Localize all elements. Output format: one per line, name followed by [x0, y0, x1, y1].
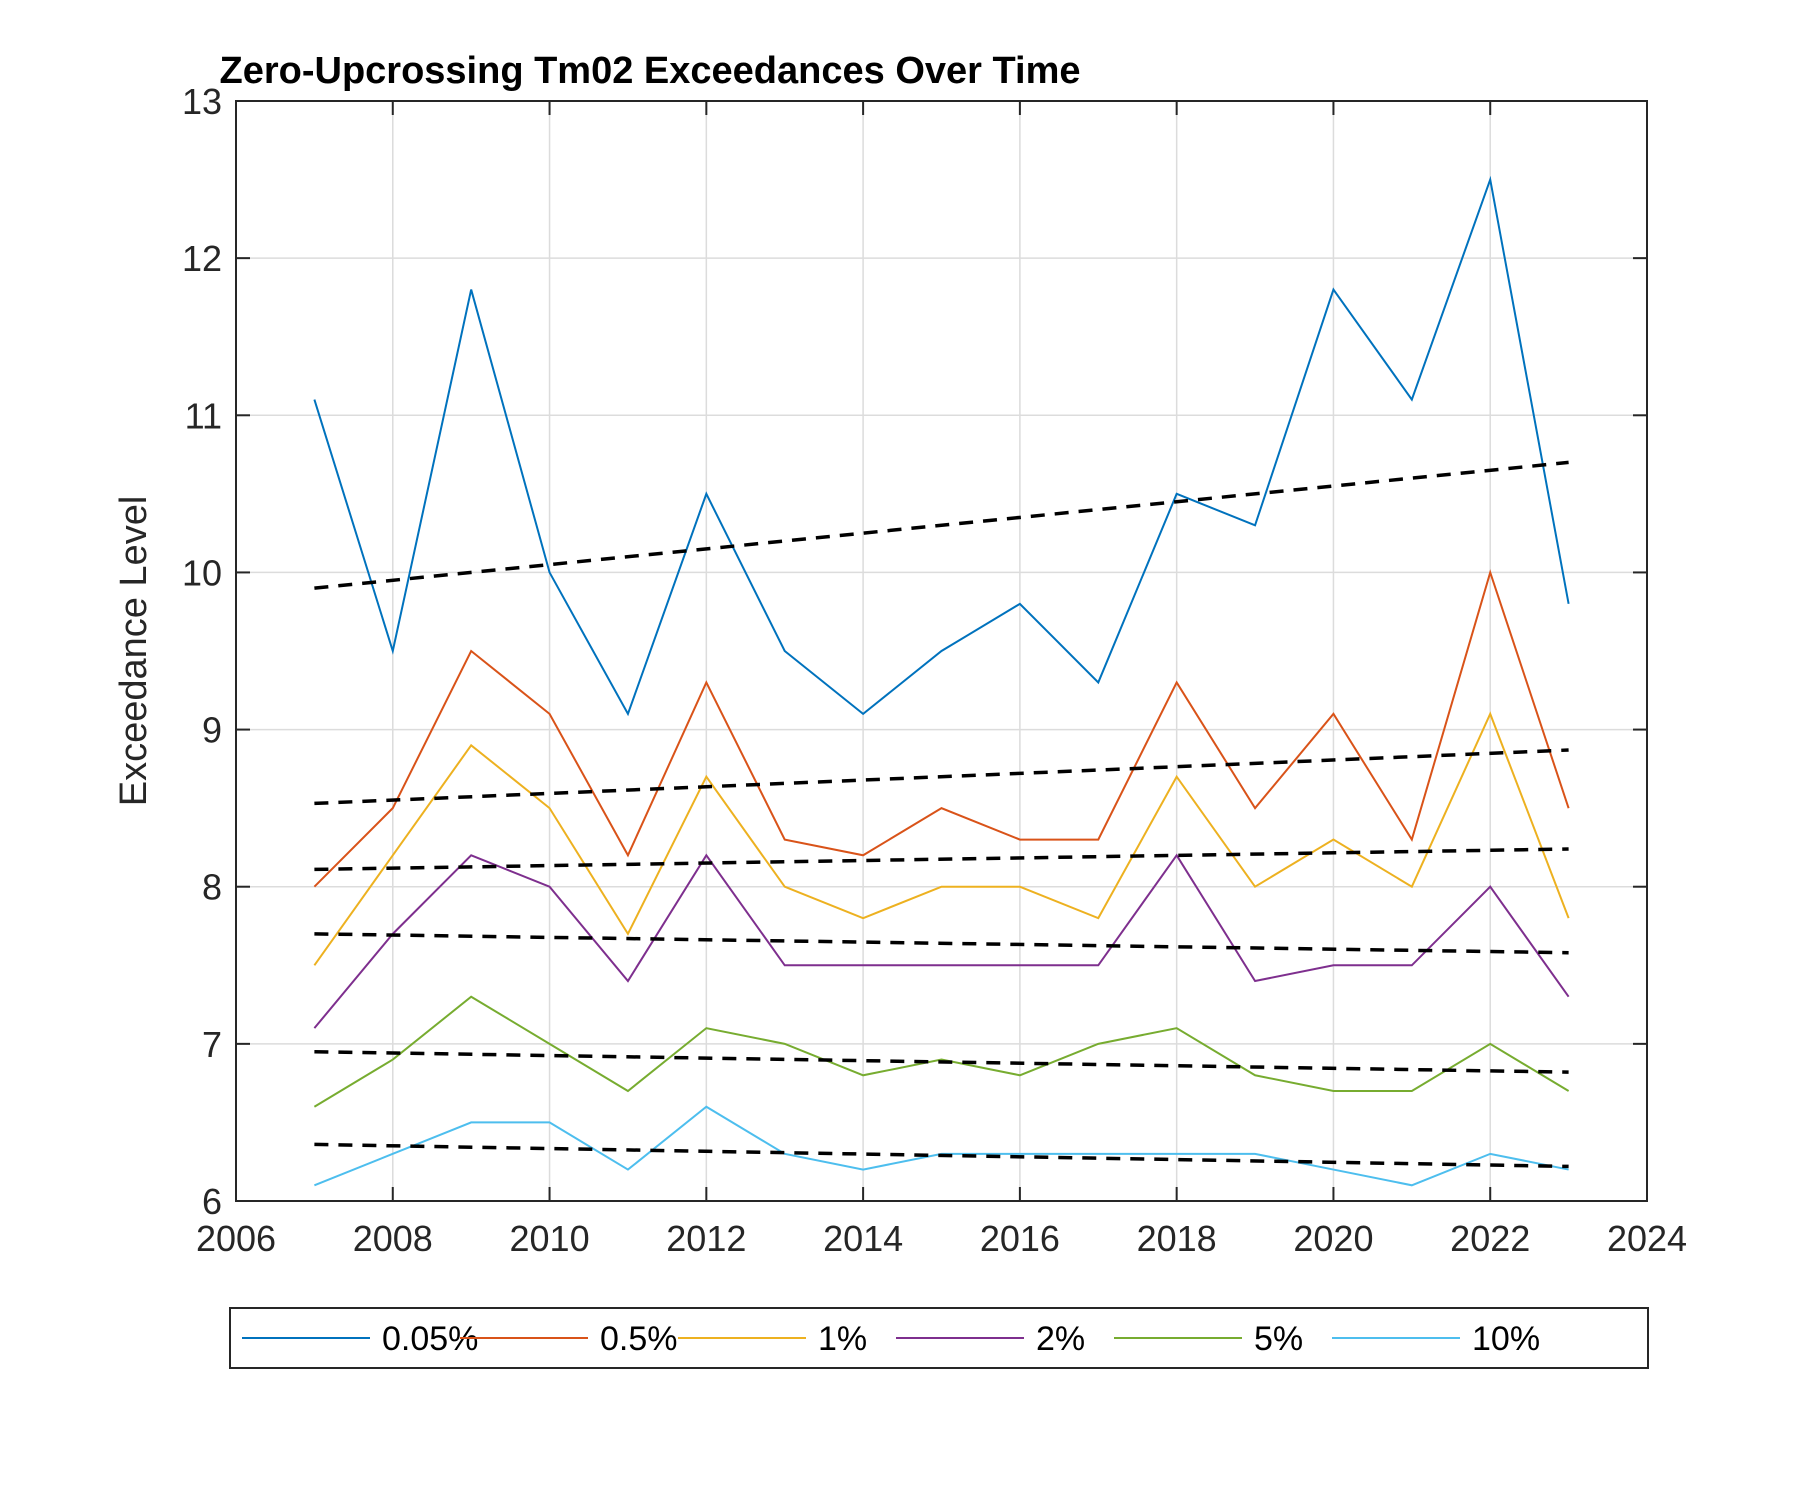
x-tick-label: 2008: [353, 1218, 433, 1259]
axes-box: [235, 100, 1648, 1202]
legend-label: 0.5%: [600, 1320, 678, 1358]
x-tick-label: 2014: [823, 1218, 903, 1259]
x-tick-label: 2018: [1137, 1218, 1217, 1259]
y-tick-label: 12: [182, 238, 222, 279]
y-tick-label: 7: [202, 1024, 222, 1065]
y-tick-label: 6: [202, 1181, 222, 1222]
series-line-1%: [313, 711, 1570, 966]
x-tick-label: 2006: [196, 1218, 276, 1259]
y-tick-label: 9: [202, 710, 222, 751]
x-tick-label: 2022: [1450, 1218, 1530, 1259]
series-line-2%: [313, 853, 1570, 1029]
x-tick-label: 2020: [1293, 1218, 1373, 1259]
series-line-5%: [313, 995, 1570, 1108]
legend-label: 2%: [1036, 1320, 1085, 1358]
series-line-10%: [314, 1105, 1569, 1187]
plot-area: [313, 175, 1570, 1187]
trend-line-10%: [314, 1142, 1569, 1169]
trend-line-5%: [314, 1049, 1569, 1074]
trend-line-2%: [314, 932, 1569, 955]
y-tick-label: 11: [185, 395, 222, 436]
chart-title: Zero-Upcrossing Tm02 Exceedances Over Ti…: [220, 50, 1081, 92]
series-line-0.5%: [313, 569, 1570, 888]
trend-line-0.5%: [314, 748, 1569, 806]
legend-label: 5%: [1254, 1320, 1303, 1358]
legend-label: 1%: [818, 1320, 867, 1358]
x-tick-label: 2010: [510, 1218, 590, 1259]
trend-line-0.05%: [314, 460, 1569, 590]
y-tick-label: 10: [182, 552, 222, 593]
series-line-0.05%: [313, 175, 1570, 717]
legend: 0.05% 0.5% 1% 2% 5% 10%: [229, 1307, 1649, 1369]
y-tick-label: 13: [182, 81, 222, 122]
axis-ticks: 2006 2008 2010 2012 2014 2016 2018 2020 2022 2024…: [182, 81, 1687, 1259]
legend-label: 10%: [1472, 1320, 1540, 1358]
y-tick-label: 8: [202, 867, 222, 908]
x-tick-label: 2024: [1607, 1218, 1687, 1259]
y-axis-label: Exceedance Level: [113, 496, 155, 807]
x-tick-label: 2012: [666, 1218, 746, 1259]
trend-line-1%: [314, 847, 1569, 872]
x-tick-label: 2016: [980, 1218, 1060, 1259]
